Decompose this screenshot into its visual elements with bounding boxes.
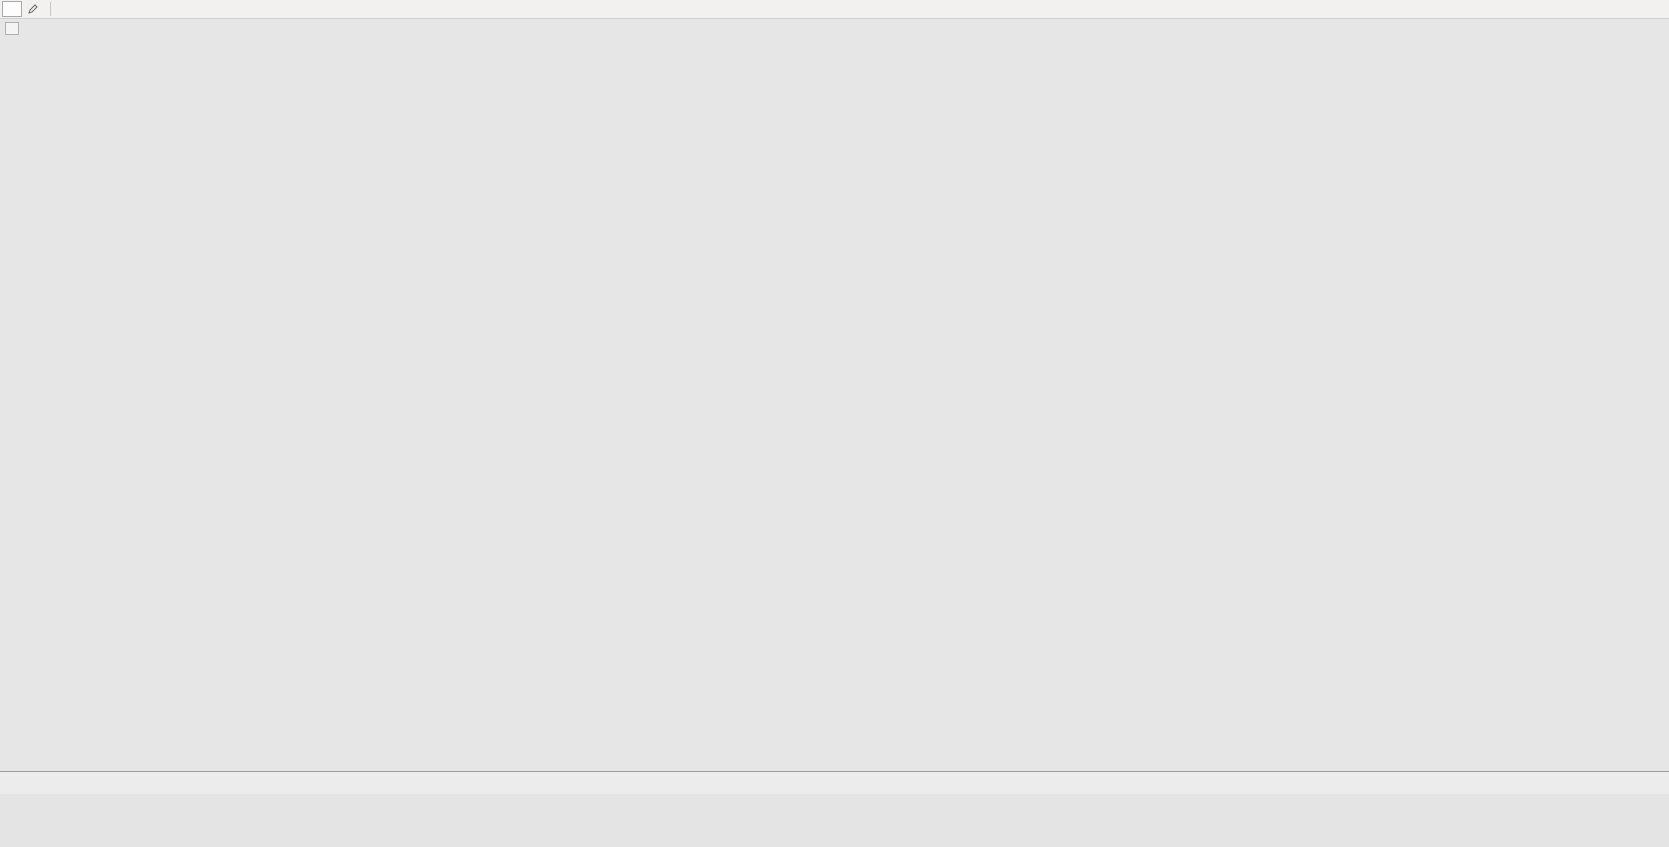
t-tool-button[interactable] [2,1,22,17]
toolbar [0,0,1669,19]
window-bottom-filler [0,794,1669,847]
toolbar-separator [50,2,51,16]
pencil-icon [28,4,38,14]
tab-scroll-controls [1661,772,1669,794]
chart-tab-bar [0,771,1669,794]
chart-title [5,22,31,35]
collapse-objects-button[interactable] [5,22,19,35]
draw-tool-button[interactable] [23,1,45,17]
